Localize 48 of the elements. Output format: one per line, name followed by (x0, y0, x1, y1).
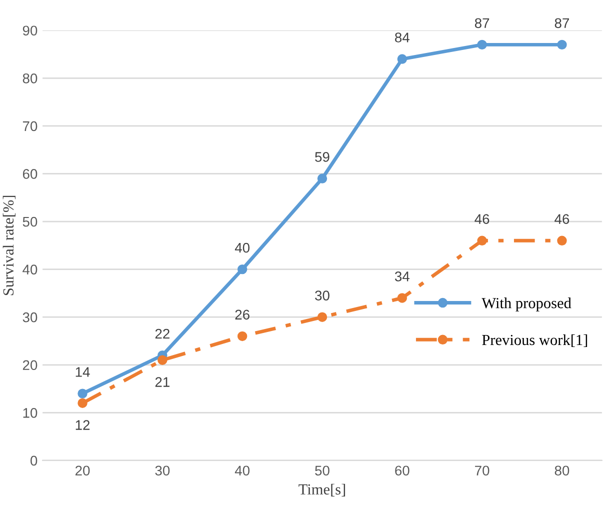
data-label: 46 (554, 214, 570, 224)
data-label: 40 (234, 242, 250, 253)
y-tick-label: 20 (22, 360, 38, 370)
y-tick-label: 70 (22, 121, 38, 132)
point (557, 40, 567, 50)
x-tick-label: 80 (554, 466, 570, 476)
x-tick-label: 30 (155, 466, 170, 476)
point (397, 54, 408, 64)
y-tick-label: 50 (22, 216, 38, 227)
data-label: 46 (474, 214, 490, 224)
point (237, 264, 248, 274)
x-tick-label: 40 (234, 466, 250, 476)
point (397, 293, 408, 303)
x-tick-label: 70 (475, 466, 490, 476)
x-tick-label: 20 (75, 466, 90, 476)
y-tick-label: 90 (22, 26, 38, 36)
y-tick-label: 60 (22, 169, 38, 179)
point (557, 236, 567, 246)
point (317, 312, 328, 322)
point (158, 355, 168, 365)
data-label: 87 (474, 18, 490, 28)
data-label: 59 (315, 152, 330, 162)
data-label: 87 (554, 18, 569, 28)
x-tick-label: 50 (315, 466, 330, 476)
y-axis-title: Survival rate[%] (2, 196, 16, 296)
y-tick-label: 30 (22, 312, 38, 322)
point (317, 174, 328, 184)
data-label: 14 (76, 367, 90, 377)
point (237, 331, 248, 342)
x-axis-title: Time[s] (298, 484, 346, 496)
y-tick-label: 80 (22, 73, 38, 84)
point (477, 40, 487, 50)
x-tick-label: 60 (395, 466, 410, 476)
point (78, 388, 88, 398)
data-label: 21 (155, 377, 170, 387)
legend-label: Previous work[1] (482, 334, 588, 348)
y-tick-label: 0 (30, 456, 38, 466)
legend-label: With proposed (482, 298, 572, 312)
y-tick-label: 40 (22, 264, 38, 274)
data-label: 34 (394, 272, 410, 282)
data-label: 26 (235, 310, 250, 320)
y-tick-label: 10 (23, 408, 38, 418)
point (78, 398, 88, 408)
data-label: 22 (155, 328, 170, 339)
data-label: 12 (76, 420, 90, 430)
point (477, 236, 487, 246)
data-label: 30 (315, 290, 330, 300)
data-label: 84 (395, 32, 410, 42)
